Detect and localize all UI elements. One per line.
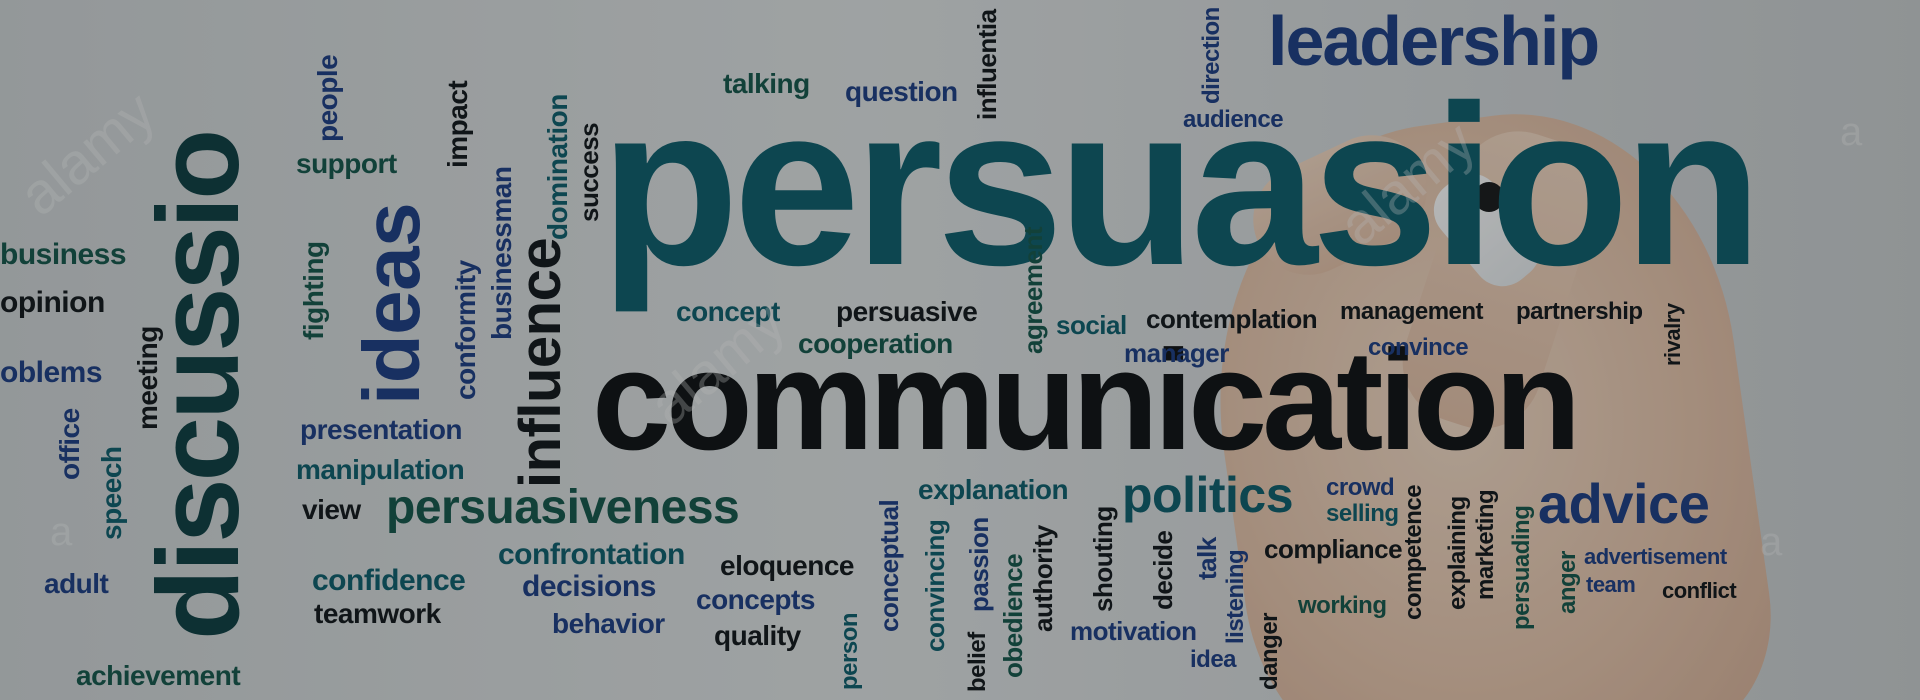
word-explaining: explaining [1444,496,1471,610]
word-convincing: convincing [920,519,950,652]
word-impact: impact [442,80,473,168]
word-conformity: conformity [450,260,481,400]
word-domination: domination [542,94,573,240]
watermark-mark: a [1840,110,1863,154]
word-view: view [302,494,361,525]
word-cooperation: cooperation [798,328,953,359]
word-opinion: opinion [0,286,105,319]
word-talk: talk [1192,537,1222,580]
word-management: management [1340,298,1484,325]
word-belief: belief [964,632,991,692]
word-behavior: behavior [552,608,665,639]
word-obedience: obedience [998,553,1028,678]
word-communication: communication [592,321,1581,480]
word-shouting: shouting [1088,506,1118,612]
word-rivalry: rivalry [1660,303,1685,366]
word-social: social [1056,310,1127,340]
word-marketing: marketing [1472,489,1499,600]
word-manipulation: manipulation [296,454,465,485]
word-convince: convince [1368,334,1469,361]
word-conflict: conflict [1662,578,1737,603]
word-explanation: explanation [918,474,1069,505]
word-influence: influence [508,237,573,488]
word-ideas: ideas [347,202,436,405]
word-question: question [845,76,958,107]
word-people: people [312,54,343,142]
word-contemplation: contemplation [1146,304,1318,334]
word-direction: direction [1198,7,1225,104]
word-speech: speech [96,446,127,541]
word-confrontation: confrontation [498,538,685,571]
word-persuasive: persuasive [836,296,978,327]
word-advertisement: advertisement [1584,544,1727,569]
word-teamwork: teamwork [314,598,441,629]
watermark-mark: a [50,510,73,554]
word-businessman: businessman [486,166,517,340]
word-politics: politics [1122,467,1294,523]
word-eloquence: eloquence [720,550,854,581]
word-meeting: meeting [132,326,163,430]
word-team: team [1586,572,1636,597]
word-persuading: persuading [1508,505,1535,630]
word-agreement: agreement [1018,227,1048,354]
word-decide: decide [1148,530,1178,610]
word-selling: selling [1326,500,1399,527]
word-person: person [836,612,863,690]
word-persuasion: persuasion [600,59,1762,313]
word-persuasiveness: persuasiveness [386,481,740,534]
word-talking: talking [723,68,810,99]
word-motivation: motivation [1070,616,1197,646]
word-decisions: decisions [522,570,656,603]
word-conceptual: conceptual [874,499,904,632]
word-crowd: crowd [1326,474,1395,501]
word-partnership: partnership [1516,298,1643,325]
word-advice: advice [1538,472,1710,535]
word-passion: passion [964,517,994,612]
word-leadership: leadership [1268,2,1600,80]
word-presentation: presentation [300,414,463,445]
word-listening: listening [1222,549,1249,644]
word-problems: oblems [0,356,103,389]
word-success: success [574,122,604,222]
word-manager: manager [1124,338,1229,368]
watermark-mark: a [1760,520,1783,564]
word-business: business [0,238,127,271]
word-audience: audience [1183,106,1284,133]
word-fighting: fighting [298,241,329,340]
word-influential: influentia [972,9,1002,120]
word-quality: quality [714,620,801,651]
word-compliance: compliance [1264,534,1403,564]
word-achievement: achievement [76,660,241,691]
word-anger: anger [1554,551,1581,614]
word-adult: adult [44,568,109,599]
word-idea: idea [1190,646,1237,673]
word-support: support [296,148,397,179]
word-office: office [54,408,85,480]
word-confidence: confidence [312,564,466,597]
word-concepts: concepts [696,584,815,615]
word-danger: danger [1256,612,1283,690]
word-working: working [1298,592,1387,619]
word-competence: competence [1400,484,1427,620]
marker-tip [1474,182,1504,212]
word-concept: concept [676,296,780,327]
word-authority: authority [1028,525,1058,632]
